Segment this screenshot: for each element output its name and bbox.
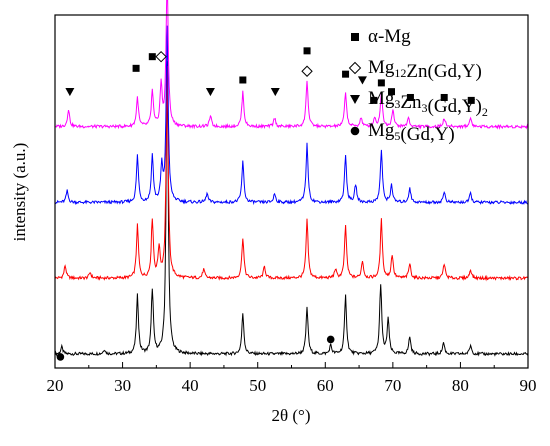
filled-square-marker [388, 88, 396, 96]
filled-circle-marker [56, 353, 65, 361]
filled-square-marker [370, 96, 378, 104]
filled-square-marker [406, 93, 414, 101]
x-tick-label: 30 [114, 376, 131, 395]
filled-square-marker [440, 93, 448, 101]
filled-square-marker [351, 33, 359, 41]
open-diamond-marker [301, 65, 313, 77]
xrd-pattern-2 [54, 65, 529, 282]
legend-item: Mg3Zn3(Gd,Y)2 [350, 88, 488, 119]
filled-down-triangle-marker [205, 88, 215, 97]
series-layer [54, 0, 529, 357]
legend-item: α-Mg [351, 26, 411, 47]
filled-down-triangle-marker [65, 88, 75, 97]
legend-label: Mg5(Gd,Y) [368, 120, 455, 145]
xrd-pattern-4 [54, 0, 529, 130]
x-tick-label: 80 [452, 376, 469, 395]
x-tick-label: 20 [47, 376, 64, 395]
filled-circle-marker [326, 335, 335, 344]
x-tick-label: 40 [182, 376, 199, 395]
legend-item: Mg5(Gd,Y) [350, 120, 455, 145]
filled-square-marker [467, 96, 475, 104]
x-tick-label: 70 [384, 376, 401, 395]
axis-layer: 20 30 40 50 60 70 80 90 [47, 362, 537, 395]
x-tick-label: 50 [249, 376, 266, 395]
legend-label: Mg3Zn3(Gd,Y)2 [368, 88, 488, 119]
open-diamond-marker [155, 50, 167, 63]
filled-square-marker [132, 64, 140, 72]
filled-circle-marker [350, 126, 360, 136]
filled-square-marker [342, 70, 350, 78]
filled-down-triangle-marker [357, 76, 367, 85]
xrd-pattern-3 [54, 25, 529, 206]
open-diamond-marker [348, 61, 362, 75]
filled-square-marker [377, 79, 385, 87]
filled-down-triangle-marker [350, 95, 360, 104]
filled-down-triangle-marker [270, 88, 280, 97]
legend-label: α-Mg [368, 26, 411, 47]
x-axis-label: 2θ (°) [271, 406, 310, 425]
x-tick-label: 60 [317, 376, 334, 395]
legend-label: Mg12Zn(Gd,Y) [368, 57, 482, 82]
filled-square-marker [148, 53, 156, 61]
y-axis-label: intensity (a.u.) [10, 143, 29, 242]
marker-layer [56, 47, 475, 361]
filled-square-marker [303, 47, 311, 55]
legend-item: Mg12Zn(Gd,Y) [348, 57, 482, 82]
filled-square-marker [239, 76, 247, 84]
xrd-pattern-1 [54, 61, 529, 357]
x-tick-label: 90 [520, 376, 537, 395]
